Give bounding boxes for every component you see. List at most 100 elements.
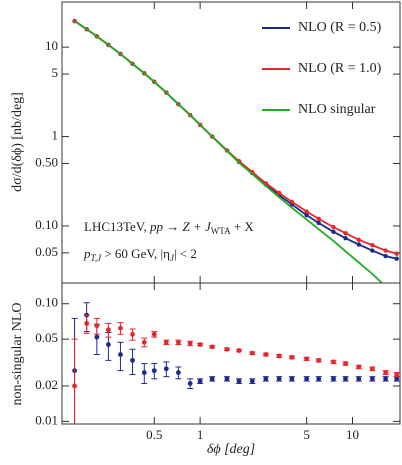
data-point <box>263 352 269 357</box>
data-point <box>187 381 193 386</box>
data-point <box>394 251 399 256</box>
annotation-part: | < 2 <box>174 246 197 261</box>
data-point <box>236 348 242 353</box>
data-point <box>370 242 375 248</box>
data-point <box>197 342 203 347</box>
data-point <box>343 361 348 366</box>
y-tick-label: 0.10 <box>35 217 58 232</box>
data-point <box>370 248 375 253</box>
data-point <box>304 212 309 218</box>
data-point <box>383 248 388 253</box>
data-point <box>316 376 322 382</box>
data-point <box>224 376 230 382</box>
data-point <box>383 253 388 259</box>
data-point <box>316 357 322 363</box>
legend-label: NLO singular <box>298 102 376 117</box>
data-point <box>263 376 269 382</box>
annotation-part: J <box>170 253 175 263</box>
data-point <box>94 334 100 340</box>
data-point <box>197 378 203 384</box>
legend-label: NLO (R = 0.5) <box>298 20 382 35</box>
data-point <box>175 370 181 375</box>
data-point <box>72 383 77 389</box>
data-point <box>343 235 348 241</box>
data-point <box>130 357 135 363</box>
annotation-part: T,J <box>91 253 103 263</box>
data-point <box>187 340 193 346</box>
data-point <box>84 321 90 326</box>
x-axis-label: δϕ [deg] <box>207 442 255 457</box>
data-point <box>105 342 111 347</box>
data-point <box>369 366 375 372</box>
plot-frame <box>61 282 401 425</box>
y-tick-label: 5 <box>52 65 59 80</box>
annotation-part: > 60 GeV, |η <box>101 246 170 261</box>
data-point <box>224 346 230 352</box>
x-tick-label: 1 <box>197 427 204 442</box>
data-point <box>331 224 336 230</box>
data-point <box>356 242 362 247</box>
data-point <box>141 339 147 345</box>
x-tick-label: 0.5 <box>146 427 162 442</box>
y-tick-label: 10 <box>45 38 58 53</box>
data-point <box>356 237 362 242</box>
y-tick-label: 0.10 <box>35 295 58 310</box>
data-point <box>94 323 100 329</box>
annotation-part: LHC13TeV, <box>84 219 150 234</box>
data-point <box>316 216 321 222</box>
data-point <box>276 190 282 196</box>
data-point <box>276 353 282 359</box>
data-point <box>175 339 181 345</box>
y-tick-label: 0.01 <box>35 412 58 427</box>
legend-label: NLO (R = 1.0) <box>298 61 382 76</box>
series-line <box>74 20 384 283</box>
data-point <box>289 199 295 205</box>
data-point <box>343 376 348 382</box>
annotation-part: + X <box>231 219 255 234</box>
data-point <box>316 220 321 226</box>
data-point <box>369 376 375 382</box>
y-tick-label: 0.05 <box>35 244 58 259</box>
data-point <box>163 339 169 345</box>
annotation-part: pp → Z + J <box>149 219 212 234</box>
y-tick-label: 0.05 <box>35 330 58 345</box>
data-point <box>356 376 362 382</box>
data-point <box>249 378 255 384</box>
data-point <box>249 350 255 356</box>
data-point <box>289 354 295 360</box>
data-point <box>289 376 295 382</box>
data-point <box>118 325 123 331</box>
data-point <box>304 209 309 214</box>
data-point <box>118 352 123 357</box>
data-point <box>383 370 389 375</box>
data-point <box>141 370 147 375</box>
data-point <box>236 378 242 384</box>
data-point <box>209 344 215 350</box>
data-point <box>151 368 157 374</box>
data-point <box>356 364 362 370</box>
data-point <box>304 376 310 382</box>
annotation: pT,J > 60 GeV, |ηJ| < 2 <box>83 246 197 263</box>
data-point <box>331 359 336 365</box>
data-point <box>304 356 310 362</box>
x-tick-label: 10 <box>346 427 359 442</box>
data-point <box>331 229 336 234</box>
y-tick-label: 1 <box>52 128 59 143</box>
y-tick-label: 0.50 <box>35 154 58 169</box>
data-point <box>394 376 400 382</box>
x-tick-label: 5 <box>303 427 310 442</box>
data-point <box>276 376 282 382</box>
y-axis-label: dσ/d(δϕ) [nb/deg] <box>10 92 25 192</box>
data-point <box>130 331 135 337</box>
annotation: LHC13TeV, pp → Z + JWTA + X <box>84 219 254 236</box>
y-tick-label: 0.02 <box>35 377 58 392</box>
data-point <box>209 376 215 382</box>
data-point <box>163 366 169 372</box>
data-point <box>383 376 389 382</box>
data-point <box>105 327 111 333</box>
data-point <box>394 372 400 377</box>
data-point <box>343 230 348 236</box>
data-point <box>394 256 399 261</box>
annotation-part: WTA <box>211 226 231 236</box>
